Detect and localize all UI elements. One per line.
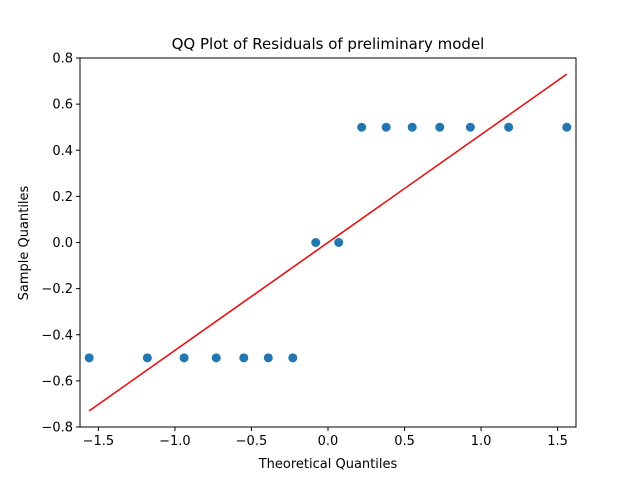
- y-tick-label: −0.4: [41, 328, 73, 343]
- chart-title: QQ Plot of Residuals of preliminary mode…: [172, 35, 485, 53]
- sample-point: [407, 122, 417, 132]
- x-axis-label: Theoretical Quantiles: [258, 457, 398, 472]
- x-tick-label: 1.0: [471, 434, 492, 449]
- reference-line: [88, 73, 568, 412]
- y-axis-label: Sample Quantiles: [17, 185, 32, 300]
- x-tick-label: −1.0: [159, 434, 191, 449]
- y-tick-label: −0.8: [41, 421, 73, 436]
- x-tick-label: −0.5: [236, 434, 268, 449]
- sample-point: [84, 353, 94, 363]
- x-tick-label: −1.5: [83, 434, 115, 449]
- y-tick-label: −0.6: [41, 374, 73, 389]
- plot-area: −1.5 −1.0 −0.5 0.0 0.5 1.0 1.5 −0.8−0.6−0.4−0.…: [41, 52, 577, 449]
- reference-line-group: [88, 73, 568, 412]
- sample-point: [179, 353, 189, 363]
- x-tick-label: 0.0: [318, 434, 339, 449]
- y-axis-ticks: −0.8 −0.6 −0.4 −0.2 0.0 0.2 0.4 0.6 0.8: [41, 52, 80, 436]
- sample-point: [311, 238, 321, 247]
- sample-point: [435, 122, 445, 132]
- sample-point: [357, 122, 367, 132]
- sample-point: [334, 238, 344, 247]
- sample-point: [562, 122, 572, 132]
- sample-point: [142, 353, 152, 363]
- sample-point: [239, 353, 249, 363]
- y-tick-label: 0.0: [52, 236, 73, 251]
- sample-points-group: [84, 122, 572, 363]
- sample-point: [211, 353, 221, 363]
- x-axis-ticks: −1.5 −1.0 −0.5 0.0 0.5 1.0 1.5: [83, 427, 568, 449]
- x-tick-label: 1.5: [547, 434, 568, 449]
- y-tick-label: −0.2: [41, 282, 73, 297]
- y-tick-label: 0.6: [52, 98, 73, 113]
- y-tick-label: 0.8: [52, 52, 73, 67]
- sample-point: [288, 353, 298, 363]
- sample-point: [504, 122, 514, 132]
- sample-point: [263, 353, 273, 363]
- y-tick-label: 0.4: [52, 144, 73, 159]
- sample-point: [465, 122, 475, 132]
- x-tick-label: 0.5: [394, 434, 415, 449]
- sample-point: [381, 122, 391, 132]
- y-tick-label: 0.2: [52, 190, 73, 205]
